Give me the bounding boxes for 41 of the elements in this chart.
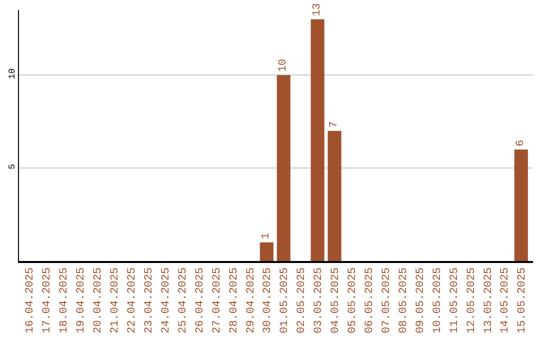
x-tick-label: 06.05.2025	[364, 267, 376, 334]
bar	[514, 149, 528, 261]
x-tick-label: 04.05.2025	[330, 267, 342, 334]
data-label: 7	[328, 121, 341, 128]
x-tick-label: 17.04.2025	[42, 267, 54, 334]
x-tick-label: 15.05.2025	[516, 267, 529, 334]
x-tick-label: 29.04.2025	[245, 267, 258, 334]
x-tick-label: 20.04.2025	[92, 267, 105, 334]
x-tick-label: 07.05.2025	[380, 267, 393, 334]
x-tick-label: 25.04.2025	[177, 267, 190, 334]
x-tick-label: 26.04.2025	[194, 267, 206, 334]
data-label: 13	[312, 3, 324, 16]
x-tick-label: 18.04.2025	[58, 267, 71, 334]
data-label: 1	[260, 232, 273, 240]
y-tick-label: 5	[7, 164, 18, 170]
bar	[260, 242, 274, 261]
x-tick-label: 12.05.2025	[466, 267, 478, 334]
data-label: 10	[278, 58, 290, 72]
data-label: 6	[515, 140, 528, 146]
x-tick-label: 13.05.2025	[482, 267, 495, 334]
bar	[276, 75, 290, 261]
x-tick-label: 16.04.2025	[24, 267, 37, 334]
x-tick-label: 21.04.2025	[110, 267, 122, 334]
x-tick-label: 19.04.2025	[76, 267, 88, 334]
x-tick-label: 11.05.2025	[448, 267, 461, 334]
bar	[310, 19, 324, 261]
x-tick-label: 14.05.2025	[500, 267, 512, 334]
x-tick-label: 09.05.2025	[414, 267, 427, 334]
x-tick-label: 02.05.2025	[296, 267, 308, 334]
bar	[328, 130, 342, 261]
x-tick-label: 30.04.2025	[262, 267, 274, 334]
x-tick-label: 08.05.2025	[398, 267, 410, 334]
x-tick-label: 03.05.2025	[313, 267, 326, 334]
x-tick-label: 24.04.2025	[160, 267, 172, 334]
x-tick-label: 27.04.2025	[211, 267, 224, 334]
x-tick-label: 22.04.2025	[126, 267, 139, 334]
x-tick-label: 10.05.2025	[432, 267, 444, 334]
x-tick-label: 05.05.2025	[347, 267, 360, 334]
x-tick-label: 28.04.2025	[228, 267, 240, 334]
x-tick-label: 23.04.2025	[143, 267, 156, 334]
x-tick-label: 01.05.2025	[279, 267, 292, 334]
